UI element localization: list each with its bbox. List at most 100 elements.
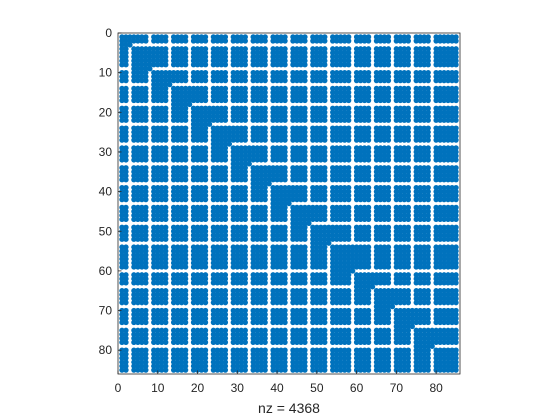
- nonzero-marker: [405, 347, 411, 353]
- nonzero-marker: [135, 280, 141, 286]
- nonzero-marker: [155, 89, 161, 96]
- nonzero-marker: [234, 335, 240, 342]
- nonzero-marker: [238, 137, 244, 143]
- nonzero-marker: [314, 73, 320, 80]
- nonzero-marker: [174, 307, 181, 314]
- nonzero-marker: [290, 50, 296, 56]
- nonzero-marker: [421, 359, 427, 365]
- nonzero-marker: [405, 69, 411, 76]
- nonzero-marker: [310, 315, 316, 322]
- axes-box: [117, 32, 461, 375]
- nonzero-marker: [377, 311, 384, 318]
- x-tick-label: 0: [115, 381, 122, 395]
- nonzero-marker: [314, 69, 320, 76]
- nonzero-marker: [385, 125, 392, 131]
- nonzero-marker: [135, 50, 141, 56]
- nonzero-marker: [182, 184, 189, 191]
- nonzero-marker: [361, 307, 368, 314]
- nonzero-marker: [155, 69, 161, 76]
- nonzero-marker: [230, 177, 237, 183]
- nonzero-marker: [123, 62, 129, 68]
- nonzero-marker: [361, 280, 368, 286]
- nonzero-marker: [178, 307, 185, 314]
- nonzero-marker: [425, 153, 431, 159]
- nonzero-marker: [441, 347, 447, 353]
- nonzero-marker: [218, 58, 225, 64]
- nonzero-marker: [198, 169, 205, 175]
- nonzero-marker: [393, 299, 400, 306]
- nonzero-marker: [230, 260, 237, 266]
- nonzero-marker: [425, 359, 431, 365]
- nonzero-marker: [425, 311, 431, 318]
- nonzero-marker: [274, 177, 280, 183]
- nonzero-marker: [222, 133, 229, 139]
- nonzero-marker: [302, 280, 308, 286]
- nonzero-marker: [381, 192, 388, 199]
- nonzero-marker: [135, 125, 141, 131]
- nonzero-marker: [353, 224, 360, 230]
- nonzero-marker: [202, 93, 209, 100]
- nonzero-marker: [437, 307, 443, 314]
- nonzero-marker: [210, 363, 217, 369]
- nonzero-marker: [322, 149, 328, 155]
- nonzero-marker: [417, 228, 423, 234]
- nonzero-marker: [163, 351, 169, 357]
- nonzero-marker: [210, 188, 217, 195]
- nonzero-marker: [170, 204, 177, 211]
- nonzero-marker: [282, 335, 288, 342]
- nonzero-marker: [381, 153, 388, 159]
- nonzero-marker: [222, 141, 229, 147]
- nonzero-marker: [198, 149, 205, 155]
- nonzero-marker: [425, 77, 431, 84]
- nonzero-marker: [254, 363, 260, 369]
- nonzero-marker: [170, 367, 177, 373]
- nonzero-marker: [334, 327, 340, 334]
- nonzero-marker: [159, 165, 165, 171]
- nonzero-marker: [159, 264, 165, 270]
- nonzero-marker: [393, 256, 400, 262]
- nonzero-marker: [401, 137, 408, 143]
- nonzero-marker: [365, 311, 372, 318]
- nonzero-marker: [246, 153, 252, 159]
- nonzero-marker: [250, 327, 256, 334]
- nonzero-marker: [278, 208, 284, 215]
- nonzero-marker: [345, 62, 352, 68]
- nonzero-marker: [139, 62, 145, 68]
- nonzero-marker: [445, 145, 451, 151]
- nonzero-marker: [445, 125, 451, 131]
- nonzero-marker: [258, 272, 264, 278]
- nonzero-marker: [194, 93, 201, 100]
- nonzero-marker: [234, 196, 240, 203]
- nonzero-marker: [381, 295, 388, 302]
- nonzero-marker: [174, 252, 181, 258]
- nonzero-marker: [353, 149, 360, 155]
- nonzero-marker: [262, 311, 268, 318]
- nonzero-marker: [234, 125, 240, 131]
- nonzero-marker: [230, 117, 237, 123]
- nonzero-marker: [119, 192, 125, 199]
- nonzero-marker: [310, 77, 316, 84]
- nonzero-marker: [131, 248, 137, 254]
- nonzero-marker: [163, 192, 169, 199]
- nonzero-marker: [334, 331, 340, 338]
- nonzero-marker: [393, 272, 400, 278]
- nonzero-marker: [334, 347, 340, 353]
- nonzero-marker: [298, 85, 304, 92]
- nonzero-marker: [131, 299, 137, 306]
- nonzero-marker: [218, 228, 225, 234]
- nonzero-marker: [453, 73, 459, 80]
- nonzero-marker: [163, 359, 169, 365]
- nonzero-marker: [278, 169, 284, 175]
- nonzero-marker: [278, 264, 284, 270]
- nonzero-marker: [170, 38, 177, 44]
- nonzero-marker: [242, 363, 248, 369]
- nonzero-marker: [143, 327, 149, 334]
- nonzero-marker: [274, 137, 280, 143]
- nonzero-marker: [163, 216, 169, 223]
- nonzero-marker: [194, 248, 201, 254]
- nonzero-marker: [242, 177, 248, 183]
- nonzero-marker: [334, 212, 340, 219]
- nonzero-marker: [353, 236, 360, 242]
- nonzero-marker: [159, 50, 165, 56]
- nonzero-marker: [322, 73, 328, 80]
